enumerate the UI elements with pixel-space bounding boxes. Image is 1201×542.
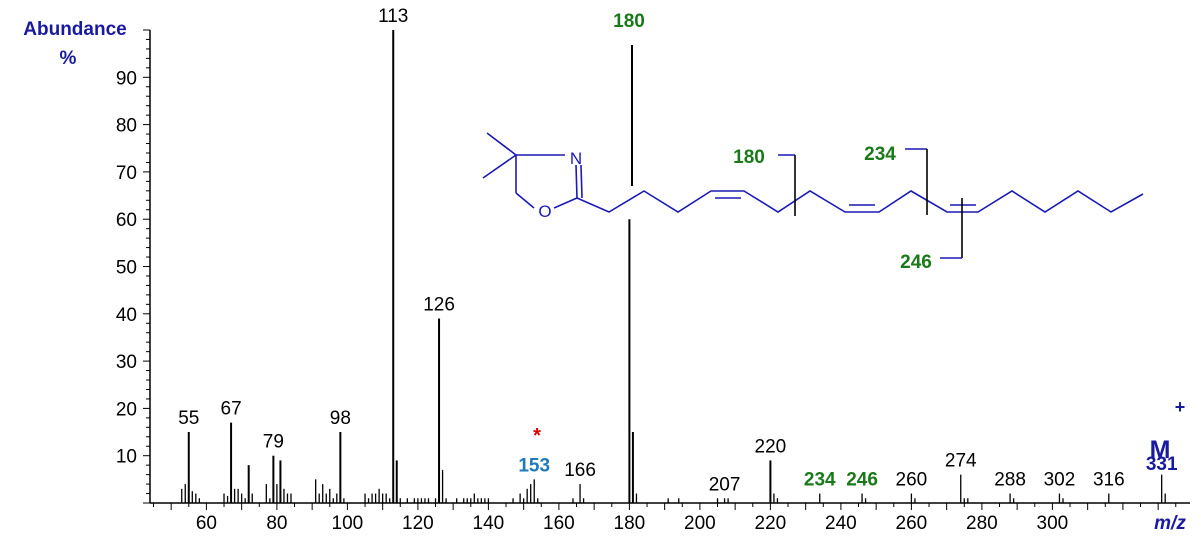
y-tick-label: 80 [116, 116, 137, 137]
y-tick-label: 90 [116, 68, 137, 89]
x-tick-label: 80 [266, 513, 287, 534]
x-tick-label: 200 [684, 513, 716, 534]
fragment-label-180: 180 [733, 147, 765, 168]
x-tick-label: 300 [1037, 513, 1069, 534]
fragment-label-246: 246 [900, 252, 932, 273]
y-axis-unit: % [60, 48, 77, 69]
peak-label-126: 126 [423, 295, 455, 316]
fragment-label-234: 234 [864, 144, 896, 165]
y-tick-label: 70 [116, 163, 137, 184]
peak-label-316: 316 [1093, 470, 1125, 491]
peak-label-153: 153 [518, 455, 550, 476]
y-tick-label: 10 [116, 447, 137, 468]
x-tick-label: 260 [896, 513, 928, 534]
peak-label-113: 113 [378, 6, 408, 27]
x-tick-label: 180 [614, 513, 646, 534]
impurity-asterisk: * [533, 425, 541, 447]
y-axis-ticks: 10 20 30 40 50 60 70 80 90 [116, 29, 150, 504]
y-tick-label: 60 [116, 210, 137, 231]
x-tick-label: 120 [402, 513, 434, 534]
peak-label-234: 234 [804, 470, 836, 491]
peak-label-166: 166 [564, 460, 596, 481]
spectrum-peaks [181, 30, 1166, 503]
y-tick-label: 50 [116, 258, 137, 279]
molecular-ion-charge: + [1175, 397, 1186, 417]
ring-atom-n: N [570, 149, 582, 168]
peak-label-67: 67 [221, 399, 242, 420]
spectrum-peak-labels: 55 67 79 98 113 126 153 166 207 220 234 246 260 274 28… [178, 6, 1178, 495]
x-tick-label: 140 [473, 513, 505, 534]
x-tick-label: 240 [825, 513, 857, 534]
x-tick-label: 100 [332, 513, 364, 534]
peak-label-79: 79 [263, 432, 284, 453]
molecular-ion-label: M [1150, 436, 1171, 464]
y-tick-label: 20 [116, 399, 137, 420]
y-tick-label: 30 [116, 352, 137, 373]
peak-label-288: 288 [994, 470, 1026, 491]
x-tick-label: 60 [196, 513, 217, 534]
x-axis-title: m/z [1154, 513, 1186, 534]
x-tick-label: 280 [966, 513, 998, 534]
peak-label-260: 260 [896, 470, 928, 491]
peak-label-220: 220 [755, 436, 787, 457]
x-axis-ticks: 60 80 100 120 140 160 180 200 220 240 260 280 300 [153, 503, 1177, 534]
peak-label-274: 274 [945, 451, 977, 472]
peak-label-207: 207 [709, 474, 741, 495]
y-axis-title: Abundance [23, 19, 126, 40]
dmox-structure [482, 132, 1144, 259]
x-tick-label: 160 [543, 513, 575, 534]
peak-label-180-green: 180 [613, 11, 645, 32]
peak-label-246: 246 [846, 470, 878, 491]
x-tick-label: 220 [755, 513, 787, 534]
peak-label-98: 98 [330, 408, 351, 429]
ring-atom-o: O [538, 202, 551, 221]
peak-label-331: 331 [1146, 454, 1178, 475]
y-tick-label: 40 [116, 305, 137, 326]
peak-label-302: 302 [1044, 470, 1076, 491]
peak-label-55: 55 [178, 408, 199, 429]
